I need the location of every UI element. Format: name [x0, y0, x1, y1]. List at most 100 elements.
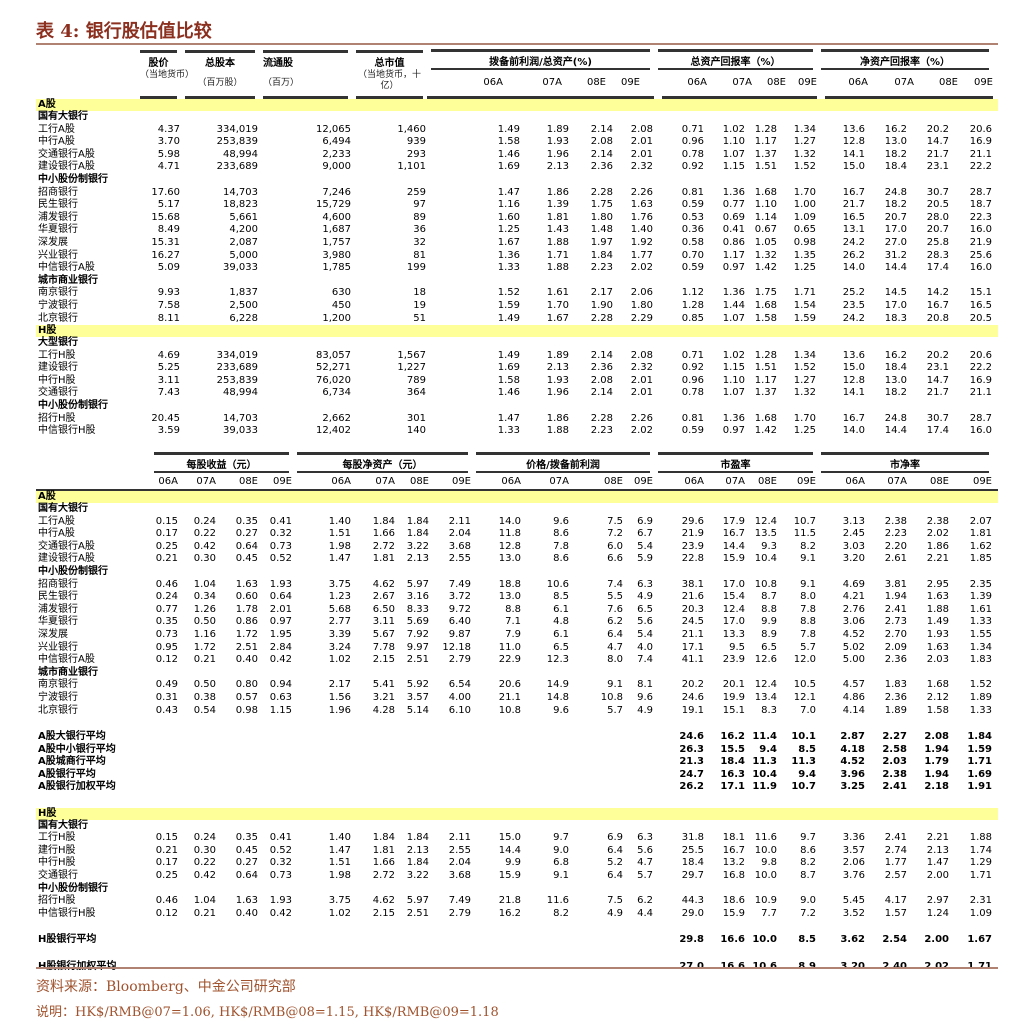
cell-value: 1.98	[328, 869, 351, 881]
cell-value: 0.69	[722, 211, 745, 223]
table1-body: A股 国有大银行 工行A股 4.37 334,019 12,065 1,460 1.49 1.8…	[36, 99, 998, 438]
cell-value: 1.68	[754, 186, 777, 198]
cell-value: 0.64	[269, 591, 292, 603]
cell-value: 9.6	[553, 704, 569, 716]
table-row: 兴业银行 16.27 5,000 3,980 81 1.36 1.71 1.84 1.77 0.7…	[36, 250, 998, 263]
year-label: 07A	[732, 77, 752, 88]
cell-value: 5.5	[607, 591, 623, 603]
cell-value: 1.40	[630, 224, 653, 236]
cell-value: 1.44	[722, 299, 745, 311]
cell-value: 2.01	[630, 136, 653, 148]
cell-value: 6.9	[637, 515, 653, 527]
cell-value: 1.25	[793, 425, 816, 437]
row-label: 建行H股	[38, 844, 76, 856]
cell-value: 1.63	[235, 578, 258, 590]
cell-value: 9.7	[800, 832, 816, 844]
cell-value: 10.0	[754, 844, 777, 856]
cell-value: 2.14	[590, 387, 613, 399]
year-label: 07A	[887, 475, 907, 487]
cell-value: 23.1	[926, 161, 949, 173]
cell-value: 0.35	[155, 616, 178, 628]
cell-value: 1.71	[967, 756, 992, 768]
row-label: 中信银行H股	[38, 907, 96, 919]
cell-value: 7.58	[157, 299, 180, 311]
cell-value: 7.8	[553, 540, 569, 552]
year-label: 08E	[409, 475, 429, 487]
cell-value: 1.67	[967, 934, 992, 946]
cell-value: 3.72	[448, 591, 471, 603]
cell-value: 1.04	[193, 895, 216, 907]
cell-value: 1.28	[754, 123, 777, 135]
cell-value: 334,019	[216, 123, 258, 135]
cell-value: 0.64	[235, 869, 258, 881]
cell-value: 18.4	[884, 161, 907, 173]
cell-value: 10.9	[754, 895, 777, 907]
cell-value: 1.68	[754, 299, 777, 311]
cell-value: 13.0	[498, 553, 521, 565]
cell-value: 4.71	[157, 161, 180, 173]
cell-value: 0.24	[155, 591, 178, 603]
cell-value: 1.88	[546, 262, 569, 274]
cell-value: 7.1	[505, 616, 521, 628]
cell-value: 1.39	[546, 199, 569, 211]
year-label: 06A	[158, 475, 178, 487]
table-row: 建行H股 0.21 0.30 0.45 0.52 1.47 1.81 2.13 2.55 14.4…	[36, 845, 998, 858]
cell-value: 6.4	[607, 844, 623, 856]
cell-value: 6.9	[607, 832, 623, 844]
cell-value: 3.22	[406, 540, 429, 552]
cell-value: 0.63	[269, 691, 292, 703]
cell-value: 1.52	[969, 679, 992, 691]
cell-value: 0.80	[235, 679, 258, 691]
cell-value: 6.1	[553, 628, 569, 640]
header-pe: 市盈率	[658, 452, 813, 473]
cell-value: 1.49	[497, 312, 520, 324]
cell-value: 4.69	[157, 349, 180, 361]
cell-value: 13.6	[842, 123, 865, 135]
cell-value: 2.08	[630, 123, 653, 135]
cell-value: 1.46	[497, 387, 520, 399]
cell-value: 1.78	[235, 603, 258, 615]
table-row: 中行H股 3.11 253,839 76,020 789 1.58 1.93 2.08 2.01…	[36, 375, 998, 388]
cell-value: 2.17	[590, 287, 613, 299]
cell-value: 4.0	[637, 641, 653, 653]
cell-value: 15.9	[722, 907, 745, 919]
cell-value: 0.35	[235, 832, 258, 844]
cell-value: 9.3	[761, 540, 777, 552]
cell-value: 2,500	[229, 299, 258, 311]
cell-value: 7.78	[372, 641, 395, 653]
cell-value: 1.15	[269, 704, 292, 716]
table-row: 建设银行A股 4.71 233,689 9,000 1,101 1.69 2.13 2.36 2…	[36, 161, 998, 174]
cell-value: 5.7	[607, 704, 623, 716]
cell-value: 24.2	[842, 312, 865, 324]
cell-value: 1.09	[793, 211, 816, 223]
cell-value: 1.94	[884, 591, 907, 603]
cell-value: 0.22	[193, 857, 216, 869]
cell-value: 0.21	[155, 844, 178, 856]
cell-value: 4.28	[372, 704, 395, 716]
cell-value: 17.1	[720, 781, 745, 793]
cell-value: 2.36	[884, 691, 907, 703]
cell-value: 30.7	[926, 412, 949, 424]
cell-value: 1.47	[497, 186, 520, 198]
cell-value: 0.52	[269, 553, 292, 565]
cell-value: 24.2	[842, 236, 865, 248]
table-row: 招商银行 0.46 1.04 1.63 1.93 3.75 4.62 5.97 7.49 18.8…	[36, 579, 998, 592]
row-label: 中小股份制银行	[38, 565, 108, 577]
cell-value: 2.07	[969, 515, 992, 527]
cell-value: 1.69	[497, 161, 520, 173]
table-row: 南京银行 9.93 1,837 630 18 1.52 1.61 2.17 2.06 1.12 1.…	[36, 287, 998, 300]
cell-value: 89	[413, 211, 426, 223]
cell-value: 6.2	[607, 616, 623, 628]
cell-value: 5.68	[328, 603, 351, 615]
cell-value: 1.27	[793, 136, 816, 148]
cell-value: 25.6	[969, 249, 992, 261]
cell-value: 2.76	[842, 603, 865, 615]
spacer	[36, 920, 998, 934]
cell-value: 1.58	[754, 312, 777, 324]
cell-value: 0.27	[235, 857, 258, 869]
cell-value: 7.4	[637, 654, 653, 666]
cell-value: 18.2	[884, 148, 907, 160]
cell-value: 0.30	[193, 553, 216, 565]
cell-value: 48,994	[223, 148, 258, 160]
cell-value: 1.39	[969, 591, 992, 603]
